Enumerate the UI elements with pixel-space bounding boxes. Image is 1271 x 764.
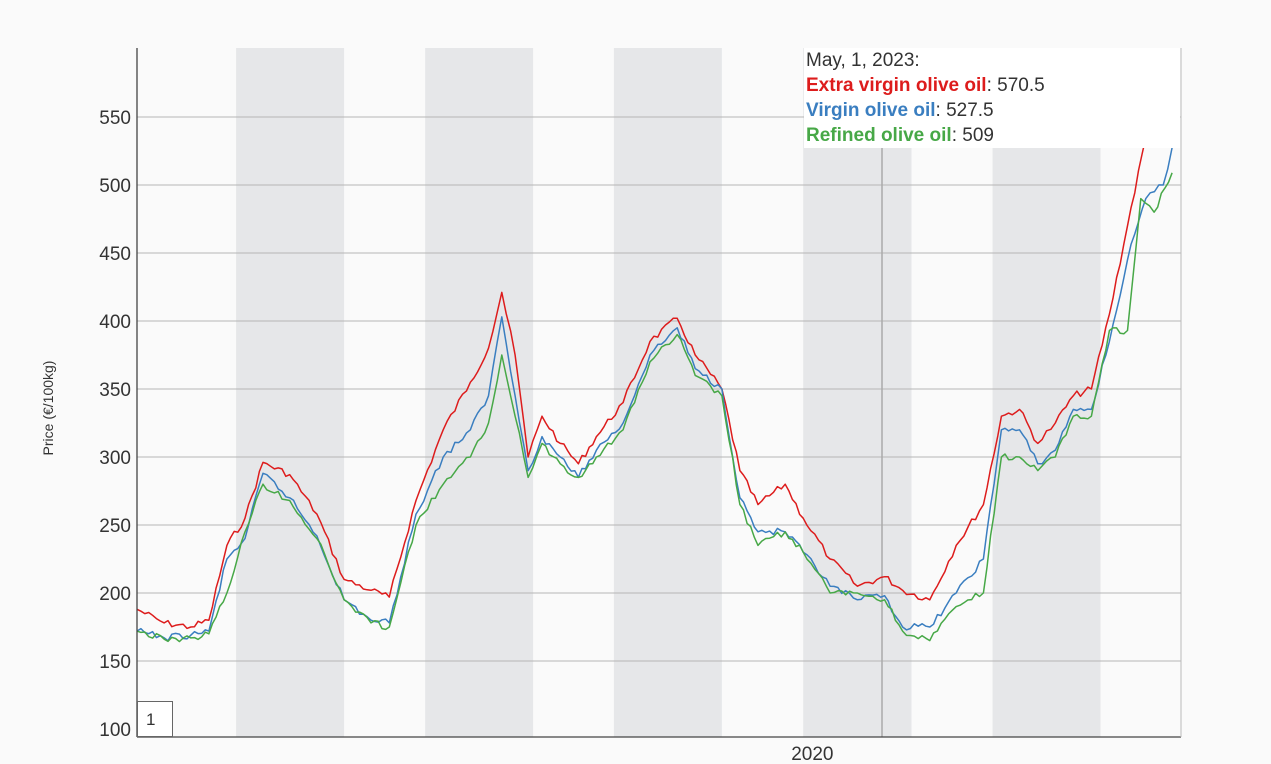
y-gridlines <box>137 116 1181 662</box>
y-axis-title: Price (€/100kg) <box>40 361 56 456</box>
y-tick-label: 300 <box>99 448 131 469</box>
shaded-band <box>613 48 722 737</box>
tooltip-series-name: Extra virgin olive oil <box>806 75 987 96</box>
tick-labels: 100 150 200 250 300 350 400 450 500 550 2020 <box>99 108 833 764</box>
tooltip-series-value: 509 <box>962 125 994 146</box>
tooltip-series-value: 527.5 <box>946 100 994 121</box>
zoom-level-box[interactable]: 1 <box>137 701 173 737</box>
y-tick-label: 250 <box>99 516 131 537</box>
shaded-band <box>992 48 1101 737</box>
y-tick-label: 400 <box>99 312 131 333</box>
shaded-band <box>425 48 534 737</box>
hover-tooltip: May, 1, 2023: Extra virgin olive oil: 57… <box>804 48 1180 148</box>
y-tick-label: 150 <box>99 652 131 673</box>
y-tick-label: 350 <box>99 380 131 401</box>
series-line <box>136 172 1173 643</box>
tooltip-series-name: Refined olive oil <box>806 125 952 146</box>
tooltip-row-refined: Refined olive oil: 509 <box>806 125 994 146</box>
axes <box>136 48 1182 738</box>
x-tick-label: 2020 <box>791 744 833 764</box>
tooltip-row-virgin: Virgin olive oil: 527.5 <box>806 100 994 121</box>
tooltip-date: May, 1, 2023: <box>806 50 920 71</box>
tooltip-series-value: 570.5 <box>997 75 1045 96</box>
series-line <box>136 147 1173 642</box>
tooltip-series-name: Virgin olive oil <box>806 100 936 121</box>
shaded-band <box>236 48 345 737</box>
y-tick-label: 100 <box>99 720 131 741</box>
tooltip-row-extra-virgin: Extra virgin olive oil: 570.5 <box>806 75 1045 96</box>
series-lines <box>136 88 1173 643</box>
y-tick-label: 450 <box>99 244 131 265</box>
y-tick-label: 200 <box>99 584 131 605</box>
shaded-bands <box>236 48 1101 737</box>
y-tick-label: 550 <box>99 108 131 129</box>
series-line <box>136 88 1173 630</box>
y-tick-label: 500 <box>99 176 131 197</box>
shaded-band <box>803 48 912 737</box>
